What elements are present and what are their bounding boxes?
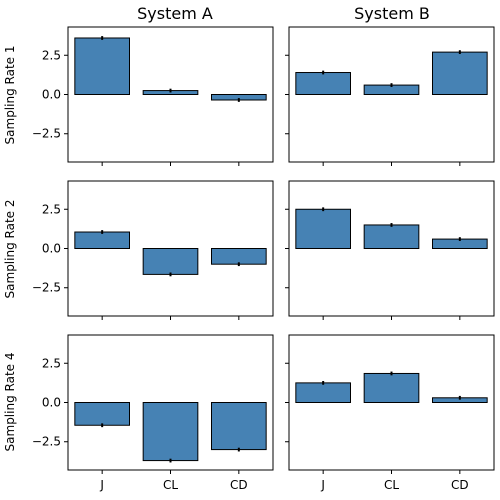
panel-r3-c2: J CL CD: [285, 334, 495, 492]
column-title-system-a: System A: [137, 4, 213, 23]
y-tick-label: 2.5: [42, 202, 61, 216]
panel-r3-c1: −2.5 0.0 2.5 J CL CD: [32, 334, 274, 492]
panel-r1-c2: [285, 26, 495, 166]
bar-j: [295, 208, 352, 249]
x-tick-label-cl: CL: [163, 478, 178, 492]
row-label-sampling-rate-1: Sampling Rate 1: [3, 46, 17, 145]
y-tick-label: 2.5: [42, 356, 61, 370]
bar-j: [295, 72, 352, 95]
bar-j: [74, 37, 131, 95]
bar-j: [295, 382, 352, 403]
row-label-sampling-rate-2: Sampling Rate 2: [3, 200, 17, 299]
bar-cl: [363, 224, 420, 250]
bar-cl: [142, 248, 199, 275]
x-tick-label-j: J: [320, 478, 325, 492]
y-tick-label: −2.5: [32, 435, 61, 449]
x-tick-label-j: J: [99, 478, 104, 492]
y-tick-label: 2.5: [42, 48, 61, 62]
panel-r2-c1: −2.5 0.0 2.5: [32, 180, 274, 320]
row-label-sampling-rate-4: Sampling Rate 4: [3, 353, 17, 452]
bar-j: [74, 231, 131, 249]
panels-group: −2.5 0.0 2.5 −2.5 0.0 2.5 −2.5 0.0 2.5 J CL CD J CL CD: [32, 26, 495, 492]
column-title-system-b: System B: [354, 4, 430, 23]
y-tick-label: 0.0: [42, 242, 61, 256]
y-tick-label: −2.5: [32, 127, 61, 141]
y-tick-label: 0.0: [42, 396, 61, 410]
bar-cl: [363, 372, 420, 403]
bar-j: [74, 402, 131, 426]
panel-r2-c2: [285, 180, 495, 320]
y-tick-label: 0.0: [42, 88, 61, 102]
x-tick-label-cd: CD: [451, 478, 469, 492]
x-tick-label-cl: CL: [384, 478, 399, 492]
x-tick-label-cd: CD: [230, 478, 248, 492]
bar-cd: [211, 402, 267, 451]
bar-cd: [432, 51, 488, 95]
y-tick-label: −2.5: [32, 281, 61, 295]
bar-cd: [211, 248, 267, 265]
panel-r1-c1: −2.5 0.0 2.5: [32, 26, 274, 166]
bar-cl: [142, 402, 199, 462]
